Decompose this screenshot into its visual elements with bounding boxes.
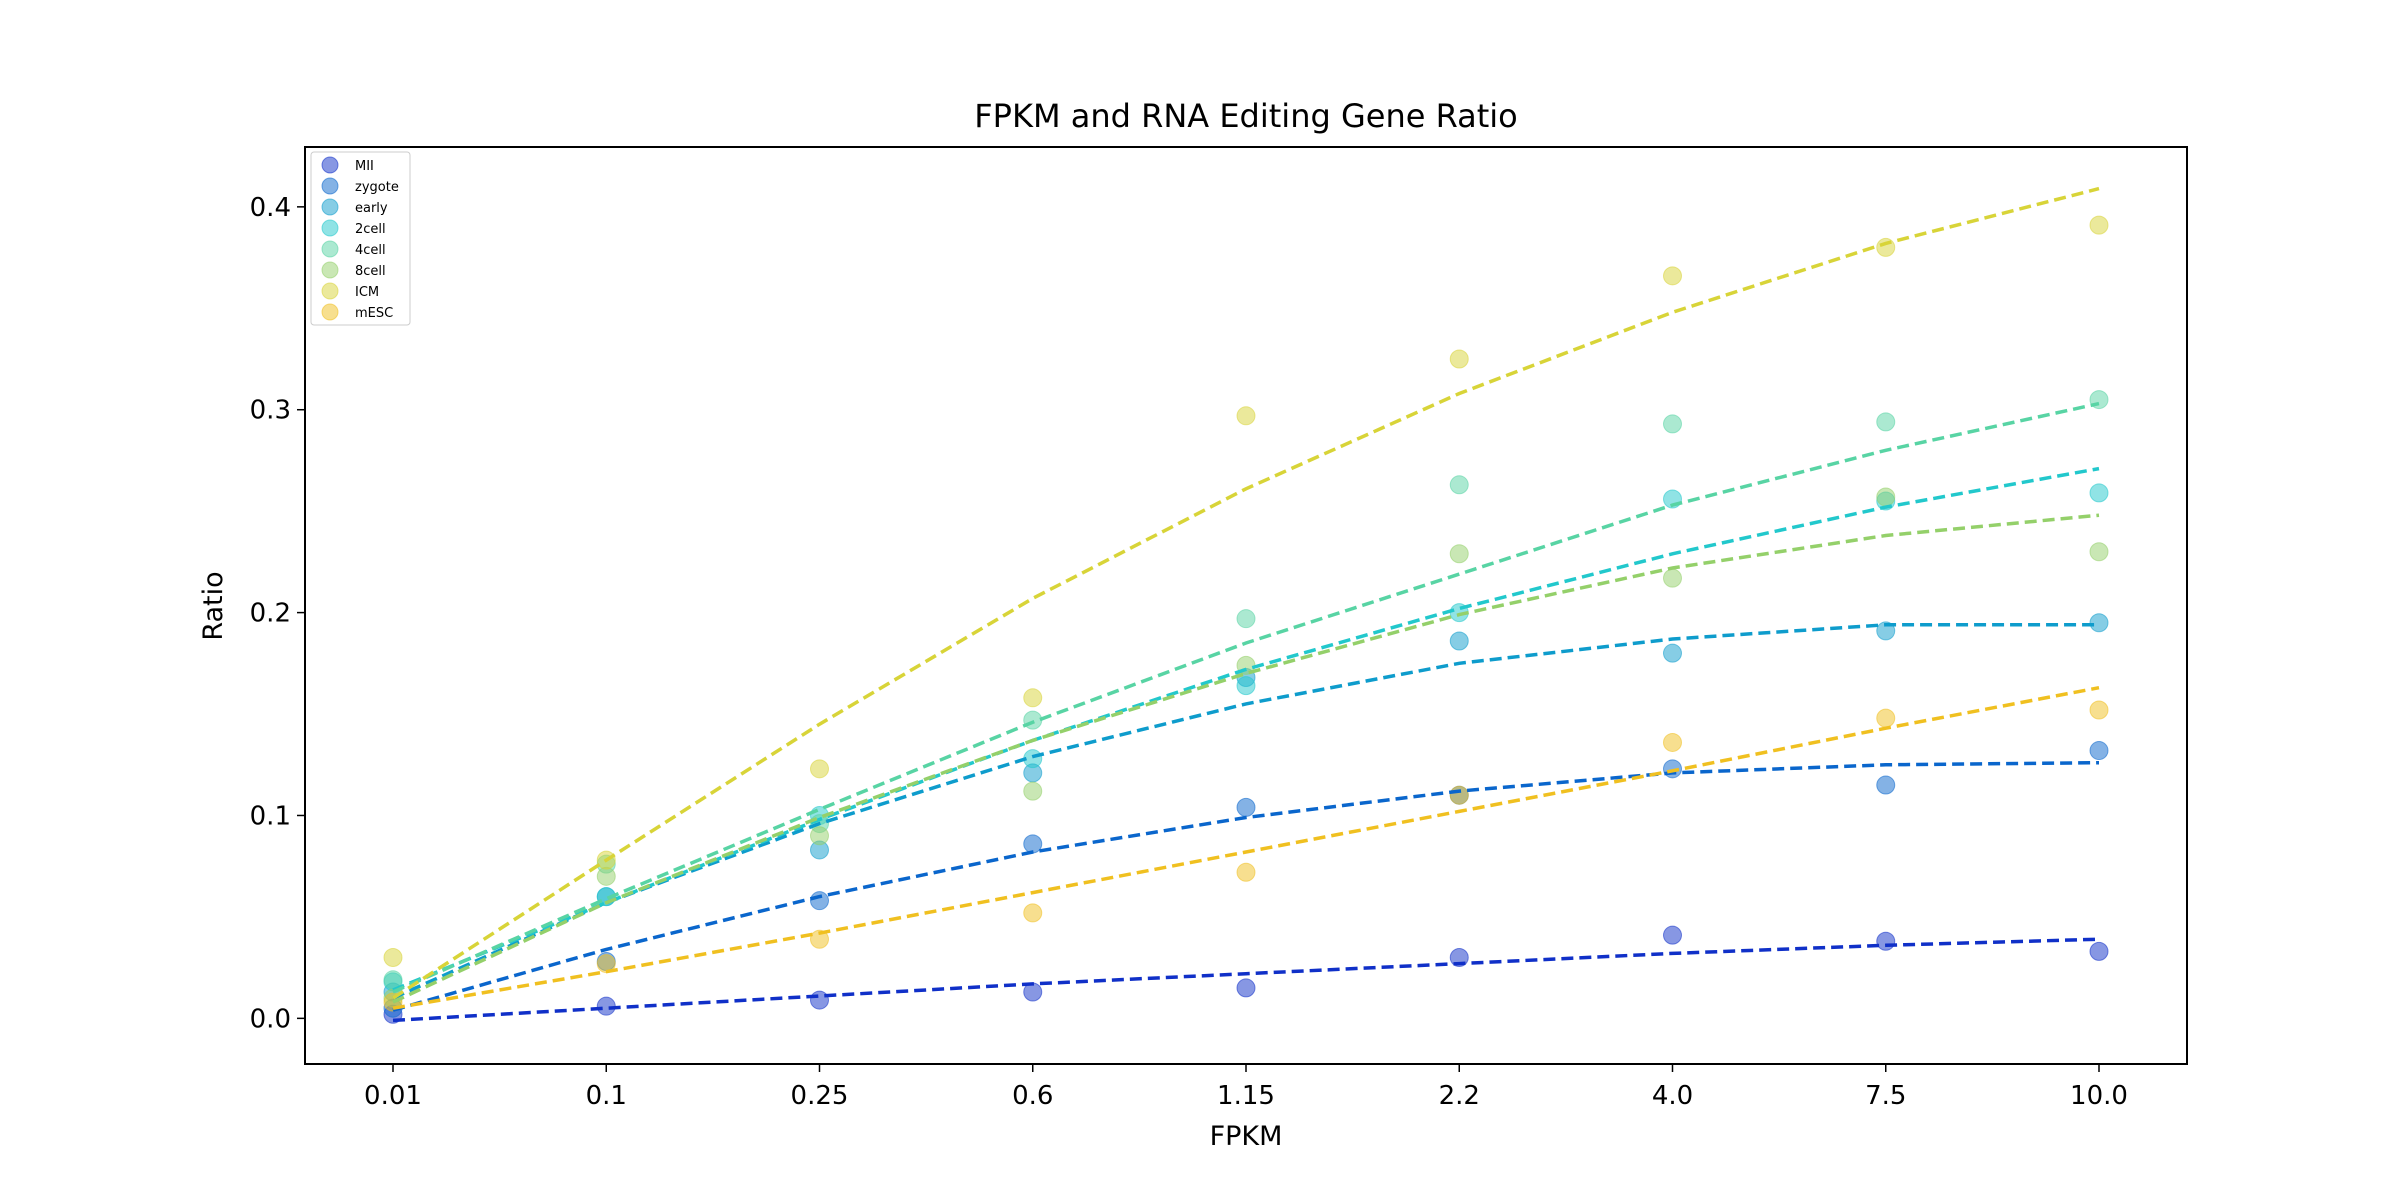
point-icm: [810, 759, 829, 779]
point-mii: [1236, 978, 1256, 998]
point-icm: [1023, 688, 1043, 708]
y-tick-label: 0.3: [250, 396, 291, 426]
legend-marker-icm: [321, 282, 339, 300]
x-tick-label: 0.6: [1012, 1081, 1053, 1111]
point-4cell: [1876, 412, 1896, 432]
point-8cell: [2089, 542, 2109, 562]
plot-area: [383, 186, 2109, 1024]
y-tick-label: 0.0: [250, 1004, 291, 1034]
point-2cell: [1236, 676, 1256, 696]
point-8cell: [1023, 781, 1043, 801]
point-early: [1449, 631, 1469, 651]
point-icm: [1449, 349, 1469, 369]
x-axis: 0.01 0.1 0.25 0.6 1.15 2.2 4.0 7.5 10.0: [364, 1064, 2128, 1111]
y-axis: 0.0 0.1 0.2 0.3 0.4: [250, 193, 305, 1034]
x-tick-label: 4.0: [1652, 1081, 1693, 1111]
x-tick-label: 0.1: [586, 1081, 627, 1111]
legend-label-mii: MII: [355, 159, 374, 174]
point-8cell: [1876, 487, 1896, 507]
point-icm: [1876, 237, 1896, 257]
point-mii: [1876, 931, 1896, 951]
point-mesc: [2089, 700, 2109, 720]
y-tick-label: 0.4: [250, 193, 291, 223]
point-4cell: [1236, 609, 1256, 629]
fit-line-mii: [392, 937, 2100, 1023]
point-8cell: [810, 826, 829, 846]
y-tick-label: 0.1: [250, 801, 291, 831]
legend-marker-8cell: [321, 261, 339, 279]
legend-label-mesc: mESC: [355, 306, 393, 321]
point-zygote: [1876, 775, 1896, 795]
y-tick-label: 0.2: [250, 599, 291, 629]
x-tick-label: 1.15: [1217, 1081, 1275, 1111]
point-zygote: [2089, 741, 2109, 761]
x-tick-label: 2.2: [1439, 1081, 1480, 1111]
legend-label-icm: ICM: [355, 285, 379, 300]
x-tick-label: 0.01: [364, 1081, 422, 1111]
point-8cell: [1663, 568, 1682, 588]
chart-title: FPKM and RNA Editing Gene Ratio: [974, 97, 1517, 135]
point-2cell: [2089, 483, 2109, 503]
point-mesc: [1663, 732, 1682, 752]
x-axis-label: FPKM: [1210, 1121, 1283, 1152]
x-tick-label: 10.0: [2070, 1081, 2128, 1111]
fit-line-icm: [392, 186, 2100, 1000]
point-mii: [810, 990, 829, 1010]
fit-line-2cell: [392, 466, 2100, 992]
x-tick-label: 0.25: [791, 1081, 849, 1111]
point-mesc: [1449, 785, 1469, 805]
legend-label-2cell: 2cell: [355, 222, 386, 237]
x-tick-label: 7.5: [1865, 1081, 1906, 1111]
legend: MII zygote early 2cell 4cell 8cell ICM mESC: [310, 151, 411, 326]
y-axis-label: Ratio: [198, 571, 229, 640]
legend-marker-mesc: [321, 303, 339, 321]
fit-line-4cell: [392, 401, 2100, 994]
point-mesc: [1236, 862, 1256, 882]
point-zygote: [1023, 834, 1043, 854]
legend-marker-zygote: [321, 177, 339, 195]
legend-label-zygote: zygote: [355, 180, 399, 195]
point-mesc: [1023, 903, 1043, 923]
plot-frame: [304, 146, 2188, 1065]
point-4cell: [1449, 475, 1469, 495]
legend-marker-4cell: [321, 240, 339, 258]
point-8cell: [596, 866, 616, 886]
fit-line-8cell: [392, 513, 2100, 1004]
point-icm: [2089, 215, 2109, 235]
point-icm: [1236, 406, 1256, 426]
legend-marker-mii: [321, 156, 339, 174]
fit-line-zygote: [392, 760, 2100, 1012]
legend-marker-2cell: [321, 219, 339, 237]
point-mesc: [810, 929, 829, 949]
point-mii: [2089, 941, 2109, 961]
point-icm: [1663, 266, 1682, 286]
point-4cell: [1663, 414, 1682, 434]
point-early: [1663, 643, 1682, 663]
point-mesc: [1876, 708, 1896, 728]
point-8cell: [1449, 544, 1469, 564]
legend-marker-early: [321, 198, 339, 216]
legend-box: [310, 151, 411, 326]
point-icm: [383, 947, 403, 967]
point-zygote: [1236, 797, 1256, 817]
fit-line-mesc: [392, 685, 2100, 1010]
point-mii: [1663, 925, 1682, 945]
point-zygote: [810, 891, 829, 911]
legend-label-8cell: 8cell: [355, 264, 386, 279]
point-early: [2089, 613, 2109, 633]
legend-label-4cell: 4cell: [355, 243, 386, 258]
legend-label-early: early: [355, 201, 388, 216]
